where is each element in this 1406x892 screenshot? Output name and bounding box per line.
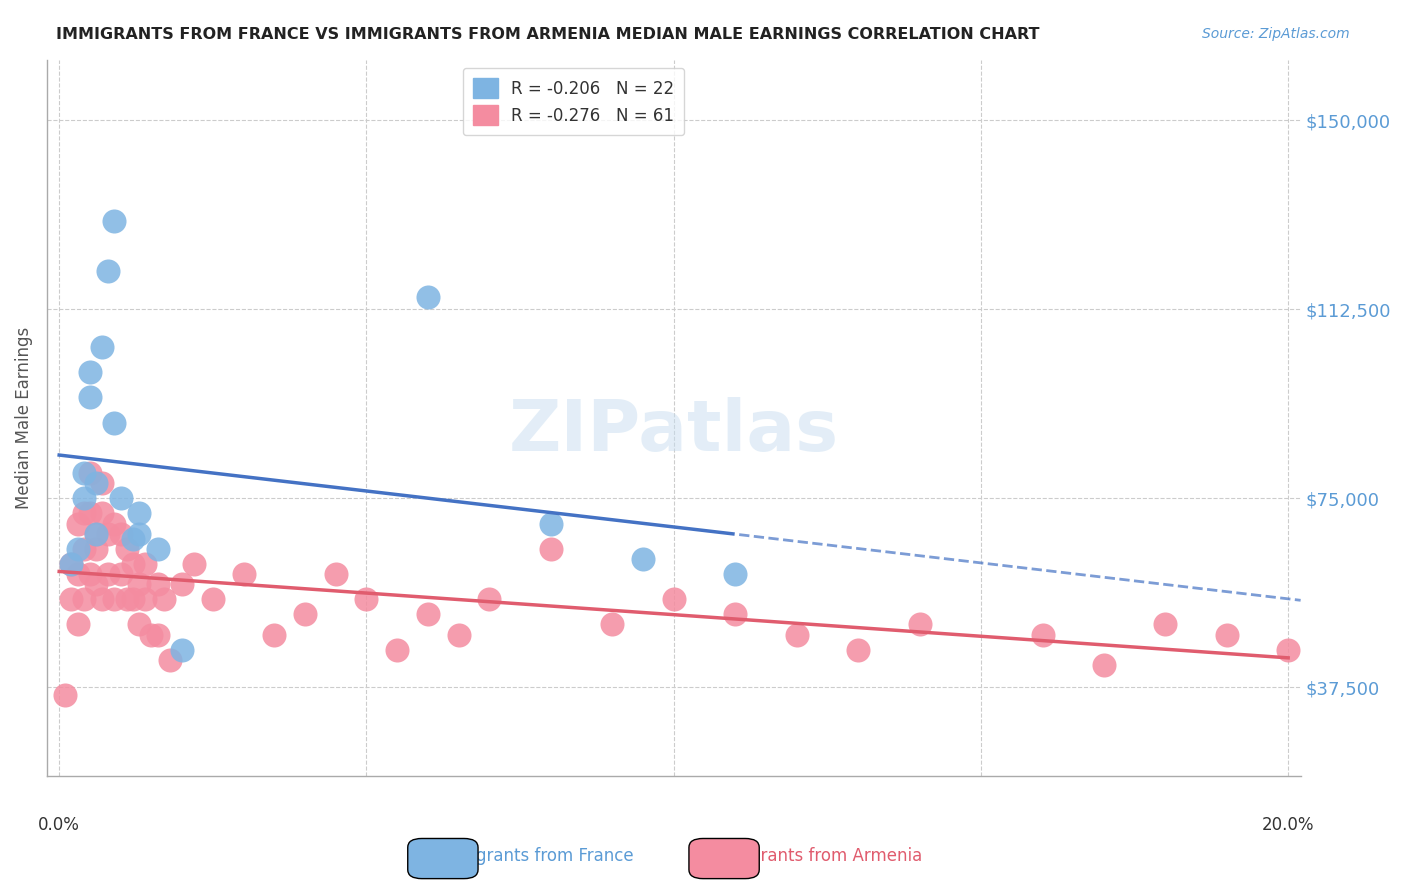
Point [84, 541, 107, 556]
Point [91, 476, 114, 491]
Point [146, 577, 169, 591]
Point [416, 290, 439, 304]
Point [478, 592, 501, 607]
Point [122, 557, 145, 571]
Point [183, 557, 205, 571]
Point [631, 552, 654, 566]
Point [600, 617, 623, 632]
Point [146, 627, 169, 641]
Point [103, 416, 125, 430]
Point [73, 491, 96, 506]
Point [79, 391, 101, 405]
Point [91, 507, 114, 521]
Point [128, 526, 150, 541]
Point [122, 592, 145, 607]
Point [73, 507, 96, 521]
Text: Source: ZipAtlas.com: Source: ZipAtlas.com [1202, 27, 1350, 41]
Point [53, 688, 76, 702]
Point [159, 653, 181, 667]
Point [416, 607, 439, 622]
Point [294, 607, 316, 622]
Point [146, 541, 169, 556]
Point [128, 617, 150, 632]
Point [79, 566, 101, 581]
Point [97, 566, 120, 581]
Point [1031, 627, 1053, 641]
Point [84, 526, 107, 541]
Point [908, 617, 931, 632]
Point [97, 264, 120, 278]
Point [97, 526, 120, 541]
Point [724, 607, 747, 622]
Point [387, 642, 409, 657]
Point [84, 526, 107, 541]
Point [66, 617, 89, 632]
Point [662, 592, 685, 607]
Point [447, 627, 470, 641]
Point [103, 214, 125, 228]
Point [110, 566, 132, 581]
Point [122, 532, 145, 546]
Point [724, 566, 747, 581]
Point [91, 592, 114, 607]
Point [84, 476, 107, 491]
Point [84, 577, 107, 591]
Text: Immigrants from France: Immigrants from France [434, 847, 634, 865]
Text: 0.0%: 0.0% [38, 816, 80, 834]
Text: ZIPatlas: ZIPatlas [509, 398, 839, 467]
Legend: R = -0.206   N = 22, R = -0.276   N = 61: R = -0.206 N = 22, R = -0.276 N = 61 [463, 68, 685, 136]
Point [60, 557, 83, 571]
Point [79, 365, 101, 379]
Point [60, 592, 83, 607]
Point [103, 592, 125, 607]
Point [141, 627, 163, 641]
Point [91, 340, 114, 354]
Point [1092, 657, 1115, 672]
Text: IMMIGRANTS FROM FRANCE VS IMMIGRANTS FROM ARMENIA MEDIAN MALE EARNINGS CORRELATI: IMMIGRANTS FROM FRANCE VS IMMIGRANTS FRO… [56, 27, 1040, 42]
Point [103, 516, 125, 531]
Point [60, 557, 83, 571]
Point [66, 516, 89, 531]
Point [110, 526, 132, 541]
Point [232, 566, 254, 581]
Point [128, 507, 150, 521]
Text: Immigrants from Armenia: Immigrants from Armenia [709, 847, 922, 865]
Point [73, 466, 96, 480]
Point [1154, 617, 1177, 632]
Point [128, 577, 150, 591]
Point [66, 566, 89, 581]
Point [1216, 627, 1239, 641]
Point [325, 566, 347, 581]
Point [172, 642, 194, 657]
Point [540, 541, 562, 556]
Point [110, 491, 132, 506]
Point [134, 557, 156, 571]
Point [115, 592, 138, 607]
Point [115, 541, 138, 556]
Point [263, 627, 285, 641]
Point [79, 507, 101, 521]
Text: 20.0%: 20.0% [1263, 816, 1315, 834]
Point [134, 592, 156, 607]
Point [73, 541, 96, 556]
Point [152, 592, 174, 607]
Point [172, 577, 194, 591]
Y-axis label: Median Male Earnings: Median Male Earnings [15, 326, 32, 508]
Point [356, 592, 378, 607]
Point [786, 627, 808, 641]
Point [79, 466, 101, 480]
Point [540, 516, 562, 531]
Point [1277, 642, 1299, 657]
Point [73, 592, 96, 607]
Point [846, 642, 869, 657]
Point [201, 592, 224, 607]
Point [66, 541, 89, 556]
